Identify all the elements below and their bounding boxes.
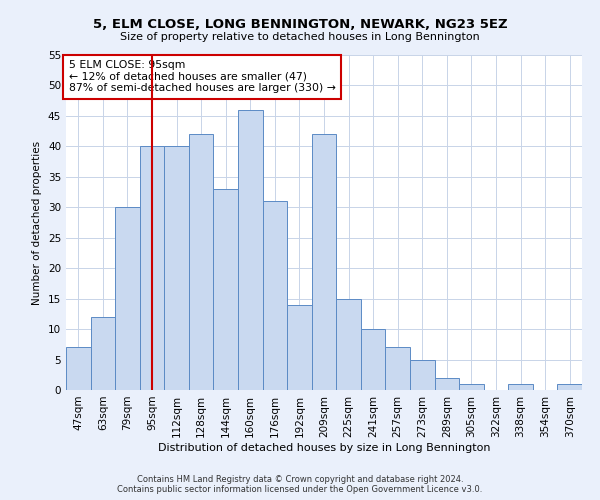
- Bar: [287, 304, 312, 390]
- Bar: [361, 329, 385, 390]
- Bar: [91, 317, 115, 390]
- Bar: [459, 384, 484, 390]
- Bar: [312, 134, 336, 390]
- Bar: [164, 146, 189, 390]
- Text: 5, ELM CLOSE, LONG BENNINGTON, NEWARK, NG23 5EZ: 5, ELM CLOSE, LONG BENNINGTON, NEWARK, N…: [92, 18, 508, 30]
- Bar: [263, 201, 287, 390]
- Bar: [557, 384, 582, 390]
- Bar: [140, 146, 164, 390]
- Text: 5 ELM CLOSE: 95sqm
← 12% of detached houses are smaller (47)
87% of semi-detache: 5 ELM CLOSE: 95sqm ← 12% of detached hou…: [68, 60, 335, 93]
- Bar: [410, 360, 434, 390]
- X-axis label: Distribution of detached houses by size in Long Bennington: Distribution of detached houses by size …: [158, 442, 490, 452]
- Bar: [238, 110, 263, 390]
- Text: Size of property relative to detached houses in Long Bennington: Size of property relative to detached ho…: [120, 32, 480, 42]
- Bar: [115, 208, 140, 390]
- Bar: [385, 348, 410, 390]
- Bar: [66, 348, 91, 390]
- Bar: [434, 378, 459, 390]
- Bar: [508, 384, 533, 390]
- Bar: [336, 298, 361, 390]
- Text: Contains HM Land Registry data © Crown copyright and database right 2024.
Contai: Contains HM Land Registry data © Crown c…: [118, 474, 482, 494]
- Y-axis label: Number of detached properties: Number of detached properties: [32, 140, 43, 304]
- Bar: [189, 134, 214, 390]
- Bar: [214, 189, 238, 390]
